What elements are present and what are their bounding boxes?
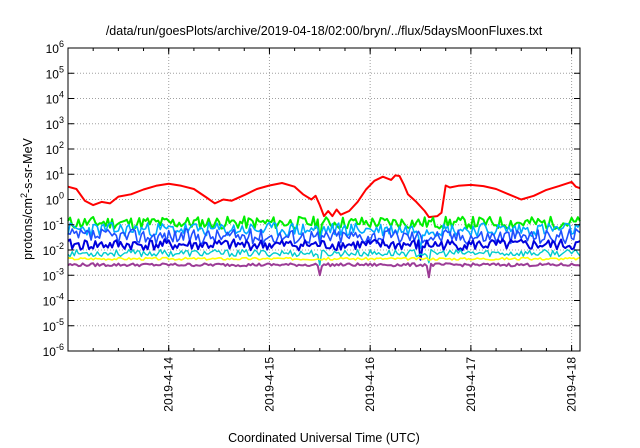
x-axis: 2019-4-14 2019-4-15 2019-4-16 2019-4-17 2019… — [92, 48, 579, 412]
y-tick-label: 10-5 — [43, 317, 64, 334]
y-tick-label: 102 — [46, 140, 64, 157]
x-tick-label: 2019-4-14 — [162, 357, 176, 412]
series-line-6 — [67, 248, 581, 266]
y-tick-label: 100 — [46, 191, 64, 208]
series-line-1 — [67, 174, 581, 219]
y-tick-label: 104 — [46, 90, 64, 107]
series-line-4 — [67, 227, 581, 245]
y-tick-label: 10-3 — [43, 266, 64, 283]
series-line-2 — [67, 215, 581, 243]
x-tick-label: 2019-4-16 — [363, 357, 377, 412]
plot-frame — [67, 47, 581, 352]
series-lines — [67, 174, 581, 279]
y-tick-label: 103 — [46, 115, 64, 132]
y-tick-label: 10-6 — [43, 342, 64, 359]
chart-title: /data/run/goesPlots/archive/2019-04-18/0… — [106, 24, 543, 38]
y-tick-label: 10-1 — [43, 216, 64, 233]
x-tick-label: 2019-4-17 — [464, 357, 478, 412]
x-tick-label: 2019-4-18 — [565, 357, 579, 412]
y-axis: 10-6 10-5 10-4 10-3 10-2 10-1 100 101 102 103 104 1… — [43, 39, 580, 359]
x-tick-label: 2019-4-15 — [262, 357, 276, 412]
grid — [68, 48, 580, 351]
y-tick-label: 105 — [46, 64, 64, 81]
series-line-5 — [67, 238, 581, 261]
y-tick-label: 101 — [46, 165, 64, 182]
y-tick-label: 106 — [46, 39, 64, 56]
y-tick-label: 10-2 — [43, 241, 64, 258]
y-tick-label: 10-4 — [43, 292, 64, 309]
series-line-8 — [67, 262, 581, 279]
series-line-7 — [67, 256, 581, 261]
y-axis-label: protons/cm2-s-sr-MeV — [19, 137, 35, 259]
x-axis-label: Coordinated Universal Time (UTC) — [228, 431, 420, 445]
